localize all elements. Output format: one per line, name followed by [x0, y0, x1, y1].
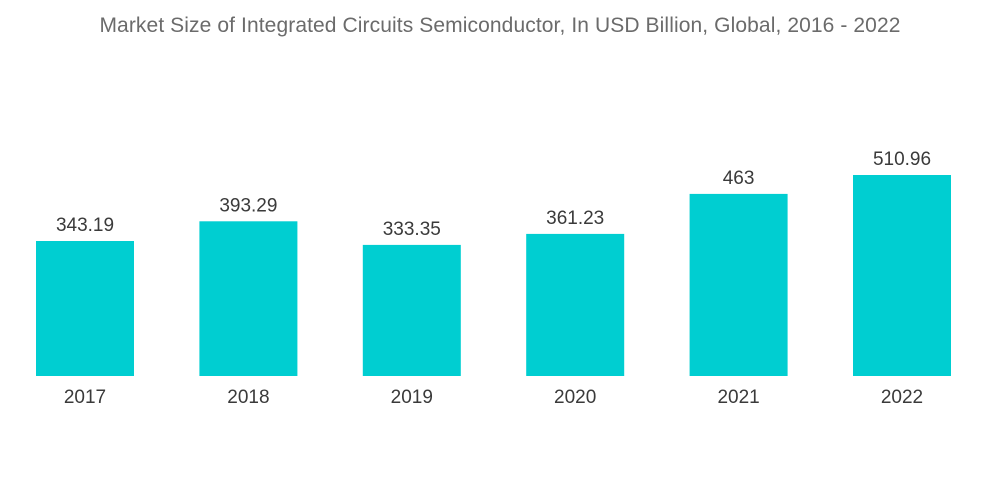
- x-tick-label-2021: 2021: [717, 387, 759, 408]
- bar-2021: [689, 193, 788, 376]
- chart-title: Market Size of Integrated Circuits Semic…: [99, 14, 901, 37]
- bars-group: [36, 175, 951, 376]
- x-tick-label-2019: 2019: [391, 387, 433, 408]
- data-label-2017: 343.19: [56, 215, 114, 236]
- bar-2018: [199, 221, 298, 376]
- x-tick-label-2022: 2022: [881, 387, 923, 408]
- x-tick-label-2020: 2020: [554, 387, 596, 408]
- bar-2022: [853, 175, 951, 376]
- data-label-2019: 333.35: [383, 219, 441, 240]
- data-label-2020: 361.23: [546, 208, 604, 229]
- bar-2020: [526, 233, 625, 376]
- data-label-2018: 393.29: [219, 195, 277, 216]
- x-tick-label-2017: 2017: [64, 387, 106, 408]
- data-labels-group: 343.19 393.29 333.35 361.23 463 510.96: [56, 149, 931, 240]
- x-tick-label-2018: 2018: [227, 387, 269, 408]
- bar-2019: [362, 244, 461, 376]
- data-label-2021: 463: [723, 168, 755, 189]
- x-axis-ticks-group: 2017 2018 2019 2020 2021 2022: [64, 387, 923, 408]
- bar-2017: [36, 241, 134, 376]
- data-label-2022: 510.96: [873, 149, 931, 170]
